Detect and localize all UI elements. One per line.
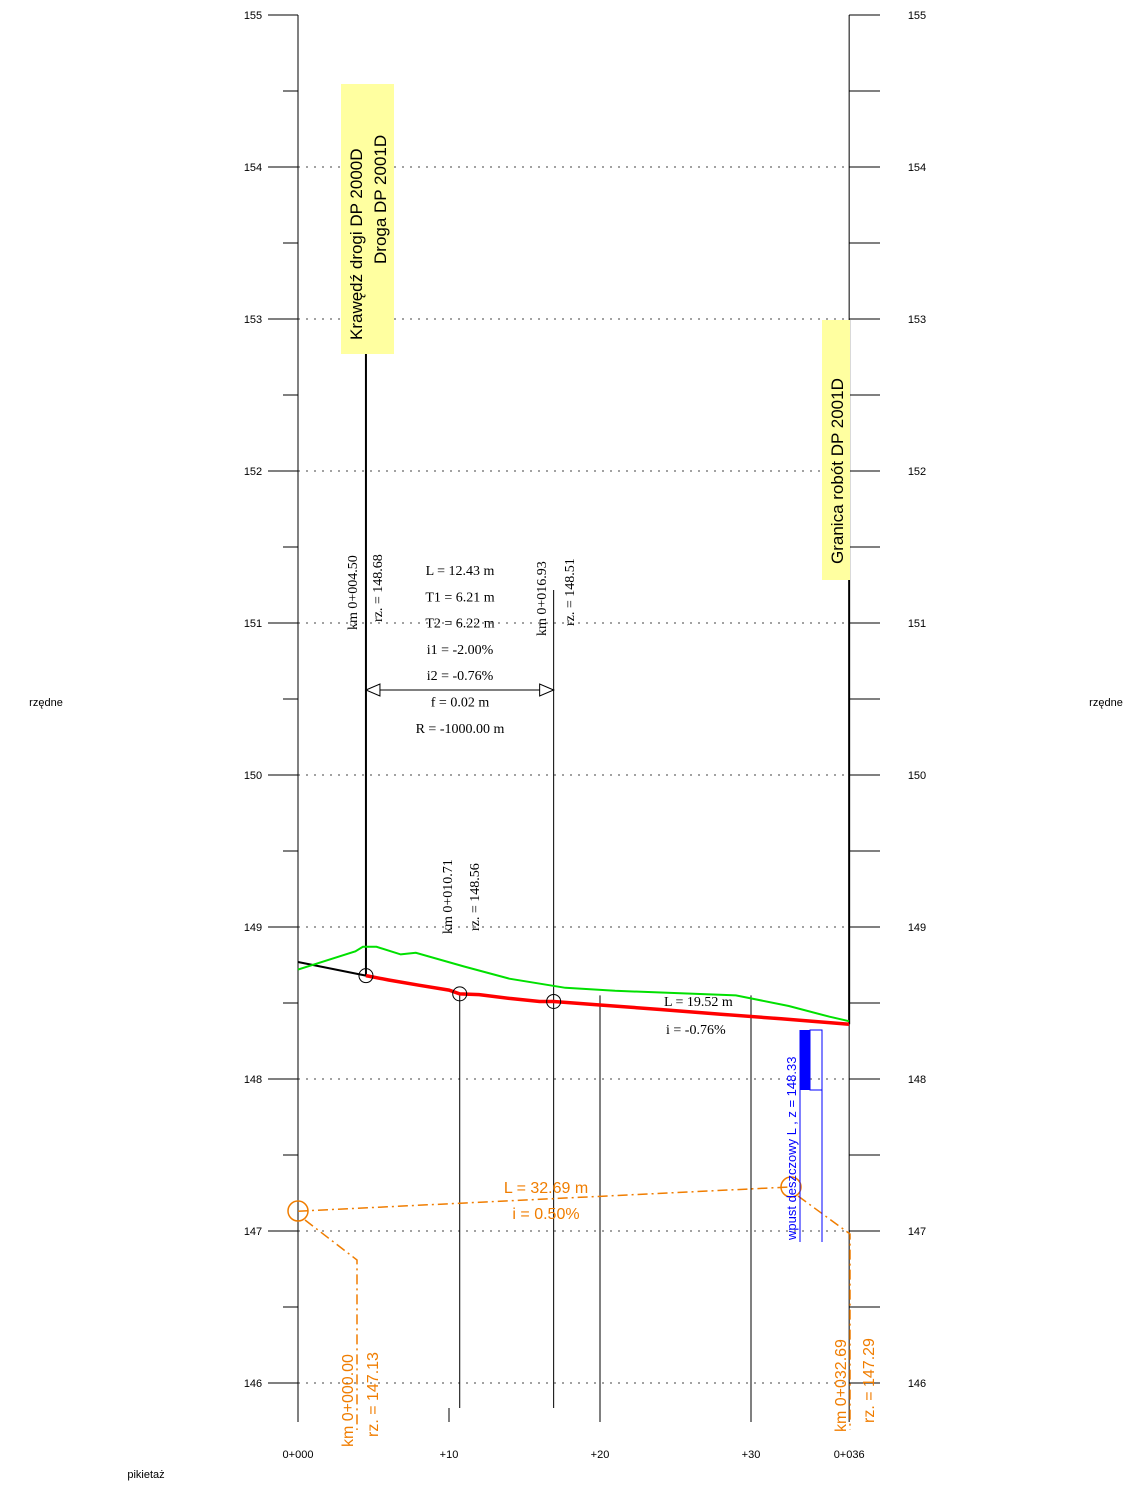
text-layer: 146 146 147 147 148 148 149 149 150 150 151 151 152 1… [29,10,1123,1481]
marker-label-droga: Droga DP 2001D [371,135,390,264]
curve-param-label: f = 0.02 m [431,696,490,711]
y-tick-label-left: 154 [244,162,262,174]
curve-param-label: i1 = -2.00% [427,643,494,658]
y-tick-label-left: 148 [244,1074,262,1086]
y-axis-title-right: rzędne [1089,697,1123,709]
x-tick-label: +10 [440,1449,459,1461]
curve-param-label: L = 12.43 m [426,564,495,579]
y-tick-label-right: 155 [908,10,926,22]
vertex-circle [452,986,468,1002]
y-tick-label-left: 149 [244,922,262,934]
pipe-start-rz-label: rz. = 147.13 [365,1352,382,1437]
station-km-label: km 0+016.93 [535,561,550,636]
pipe-start-km-label: km 0+000.00 [340,1354,357,1447]
series-layer [297,945,850,1212]
y-tick-label-right: 154 [908,162,926,174]
pipe-slope-label: i = 0.50% [512,1206,579,1223]
annotation-layer [287,84,851,1430]
x-axis-title: pikietaż [127,1469,164,1481]
x-tick-label: +30 [742,1449,761,1461]
grade-length-label: L = 19.52 m [664,995,733,1010]
pipe-end-rz-label: rz. = 147.29 [861,1338,878,1423]
y-tick-label-left: 153 [244,314,262,326]
existing-road-line [297,961,367,977]
vertex-circle [358,968,374,984]
marker-label-granica: Granica robót DP 2001D [828,378,847,564]
curve-param-label: R = -1000.00 m [416,722,505,737]
marker-label-krawedz: Krawędź drogi DP 2000D [347,148,366,340]
pipe-end-leader [797,1195,851,1430]
station-km-label: km 0+004.50 [346,555,361,630]
marker-right-bg [822,320,850,580]
y-tick-label-right: 152 [908,466,926,478]
inlet-box [809,1029,823,1091]
y-tick-label-right: 148 [908,1074,926,1086]
y-tick-label-left: 155 [244,10,262,22]
y-tick-label-left: 152 [244,466,262,478]
y-tick-label-right: 149 [908,922,926,934]
curve-param-label: T1 = 6.21 m [425,590,494,605]
y-axis-title-left: rzędne [29,697,63,709]
x-tick-label: 0+000 [283,1449,314,1461]
curve-param-label: T2 = 6.22 m [425,617,494,632]
arrow-right [539,683,555,697]
y-tick-label-right: 153 [908,314,926,326]
station-rz-label: rz. = 148.68 [371,554,386,622]
station-km-label: km 0+010.71 [441,859,456,934]
x-tick-label: 0+036 [834,1449,865,1461]
curve-param-label: i2 = -0.76% [427,669,494,684]
terrain-line [297,945,850,1023]
station-rz-label: rz. = 148.56 [468,863,483,931]
y-tick-label-left: 151 [244,618,262,630]
station-rz-label: rz. = 148.51 [563,558,578,626]
y-tick-label-left: 150 [244,770,262,782]
pipe-line [297,1186,792,1212]
inlet-label: wpust deszczowy L , z = 148.33 [784,1057,799,1241]
vertex-circle [546,993,562,1009]
y-tick-label-left: 147 [244,1226,262,1238]
grade-slope-label: i = -0.76% [666,1023,726,1038]
marker-left-bg [341,84,394,354]
y-tick-label-right: 150 [908,770,926,782]
y-tick-label-right: 151 [908,618,926,630]
x-tick-label: +20 [591,1449,610,1461]
arrow-left [364,683,381,697]
y-tick-label-left: 146 [244,1378,262,1390]
y-tick-label-right: 146 [908,1378,926,1390]
y-tick-label-right: 147 [908,1226,926,1238]
inlet-block [800,1030,810,1090]
pipe-end-circle [780,1176,802,1198]
pipe-start-circle [287,1200,309,1222]
design-grade-line [365,973,850,1027]
pipe-start-leader [304,1219,358,1430]
pipe-end-km-label: km 0+032.69 [833,1339,850,1432]
pipe-length-label: L = 32.69 m [504,1180,588,1197]
